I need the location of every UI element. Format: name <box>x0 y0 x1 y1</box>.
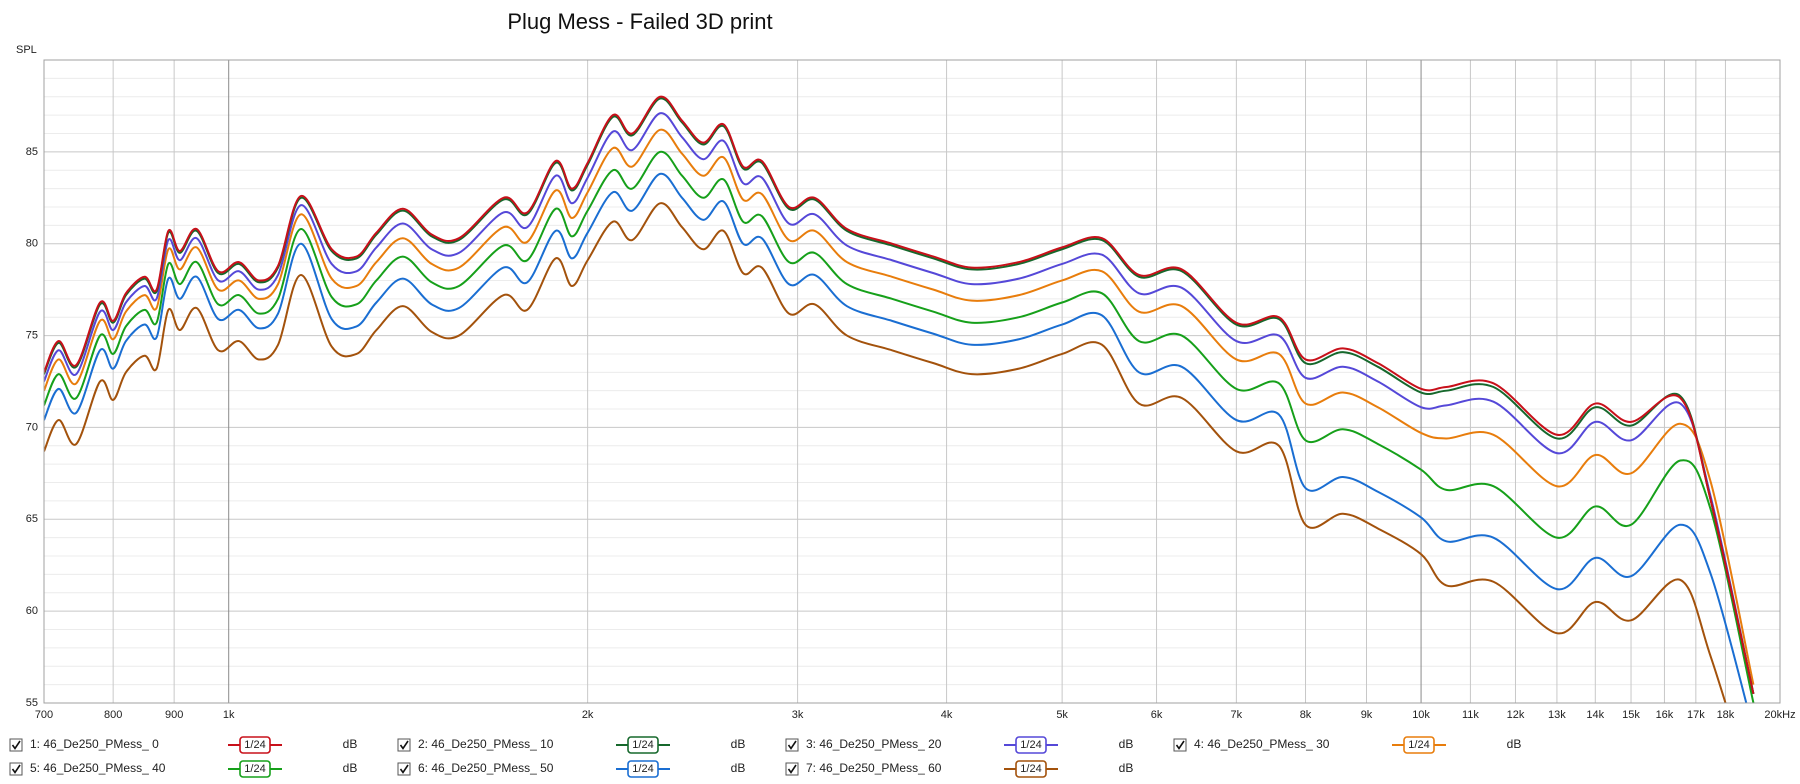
x-tick-label: 2k <box>582 709 594 721</box>
legend-item[interactable]: 7: 46_De250_PMess_ 60 1/24 dB <box>785 760 1134 778</box>
legend-smoothing: 1/24 <box>632 763 653 775</box>
x-tick-label: 8k <box>1300 709 1312 721</box>
legend-unit: dB <box>1119 737 1134 751</box>
x-tick-label: 20kHz <box>1764 709 1795 721</box>
legend-smoothing-badge[interactable] <box>627 760 659 778</box>
legend-check[interactable] <box>1175 740 1185 750</box>
y-tick-label: 65 <box>26 513 38 525</box>
series-line <box>44 150 1755 703</box>
x-tick-label: 4k <box>941 709 953 721</box>
legend-unit: dB <box>1507 737 1522 751</box>
x-tick-label: 14k <box>1586 709 1604 721</box>
series-line <box>44 202 1727 703</box>
x-tick-label: 800 <box>104 709 122 721</box>
legend-check[interactable] <box>11 764 21 774</box>
x-tick-label: 18k <box>1717 709 1735 721</box>
legend-label: 5: 46_De250_PMess_ 40 <box>30 761 166 775</box>
y-tick-label: 70 <box>26 421 38 433</box>
series-line <box>44 172 1748 703</box>
legend-smoothing: 1/24 <box>632 739 653 751</box>
series-line <box>44 112 1755 695</box>
legend-checkbox[interactable] <box>785 738 799 752</box>
x-tick-label: 13k <box>1548 709 1566 721</box>
legend-unit: dB <box>1119 761 1134 775</box>
legend-smoothing: 1/24 <box>244 739 265 751</box>
legend-item[interactable]: 2: 46_De250_PMess_ 10 1/24 dB <box>397 736 746 754</box>
legend-unit: dB <box>731 737 746 751</box>
legend-unit: dB <box>343 761 358 775</box>
x-tick-label: 16k <box>1656 709 1674 721</box>
legend-checkbox[interactable] <box>1173 738 1187 752</box>
legend-label: 7: 46_De250_PMess_ 60 <box>806 761 942 775</box>
plot-area <box>43 59 1781 704</box>
legend-item[interactable]: 3: 46_De250_PMess_ 20 1/24 dB <box>785 736 1134 754</box>
legend-smoothing: 1/24 <box>244 763 265 775</box>
legend-item[interactable]: 1: 46_De250_PMess_ 0 1/24 dB <box>9 736 358 754</box>
y-tick-label: 80 <box>26 238 38 250</box>
y-tick-label: 55 <box>26 697 38 709</box>
x-tick-label: 700 <box>35 709 53 721</box>
legend-check[interactable] <box>399 740 409 750</box>
y-axis-label: SPL <box>16 44 37 56</box>
legend-unit: dB <box>731 761 746 775</box>
series-line <box>44 97 1755 695</box>
x-tick-label: 10k <box>1412 709 1430 721</box>
x-tick-label: 17k <box>1687 709 1705 721</box>
legend-label: 2: 46_De250_PMess_ 10 <box>418 737 554 751</box>
legend-checkbox[interactable] <box>9 762 23 776</box>
series-line <box>44 128 1755 685</box>
legend-item[interactable]: 4: 46_De250_PMess_ 30 1/24 dB <box>1173 736 1522 754</box>
legend-item[interactable]: 5: 46_De250_PMess_ 40 1/24 dB <box>9 760 358 778</box>
x-tick-label: 5k <box>1056 709 1068 721</box>
series-line <box>44 95 1755 695</box>
legend-checkbox[interactable] <box>397 738 411 752</box>
legend-checkbox[interactable] <box>9 738 23 752</box>
legend-label: 6: 46_De250_PMess_ 50 <box>418 761 554 775</box>
legend-smoothing-badge[interactable] <box>1403 736 1435 754</box>
x-tick-label: 12k <box>1507 709 1525 721</box>
plot-area <box>43 59 1781 704</box>
x-tick-label: 3k <box>792 709 804 721</box>
legend-smoothing-badge[interactable] <box>1015 736 1047 754</box>
legend-label: 3: 46_De250_PMess_ 20 <box>806 737 942 751</box>
x-tick-label: 1k <box>223 709 235 721</box>
legend-smoothing: 1/24 <box>1020 763 1041 775</box>
x-tick-label: 15k <box>1622 709 1640 721</box>
legend-smoothing: 1/24 <box>1020 739 1041 751</box>
y-tick-label: 60 <box>26 605 38 617</box>
y-tick-label: 85 <box>26 146 38 158</box>
chart-title: Plug Mess - Failed 3D print <box>507 9 772 34</box>
legend-smoothing-badge[interactable] <box>239 760 271 778</box>
x-tick-label: 9k <box>1361 709 1373 721</box>
legend-smoothing-badge[interactable] <box>1015 760 1047 778</box>
legend-smoothing-badge[interactable] <box>627 736 659 754</box>
legend-unit: dB <box>343 737 358 751</box>
legend[interactable]: 1: 46_De250_PMess_ 0 1/24 dB 2: 46_De250_PM… <box>9 736 1522 778</box>
x-tick-label: 7k <box>1231 709 1243 721</box>
x-tick-label: 6k <box>1151 709 1163 721</box>
legend-check[interactable] <box>787 764 797 774</box>
x-tick-label: 11k <box>1462 709 1479 721</box>
legend-smoothing: 1/24 <box>1408 739 1429 751</box>
legend-label: 4: 46_De250_PMess_ 30 <box>1194 737 1330 751</box>
legend-check[interactable] <box>787 740 797 750</box>
legend-checkbox[interactable] <box>785 762 799 776</box>
legend-check[interactable] <box>399 764 409 774</box>
legend-item[interactable]: 6: 46_De250_PMess_ 50 1/24 dB <box>397 760 746 778</box>
curves <box>44 95 1755 703</box>
legend-check[interactable] <box>11 740 21 750</box>
legend-checkbox[interactable] <box>397 762 411 776</box>
y-tick-label: 75 <box>26 329 38 341</box>
x-tick-label: 900 <box>165 709 183 721</box>
legend-smoothing-badge[interactable] <box>239 736 271 754</box>
legend-label: 1: 46_De250_PMess_ 0 <box>30 737 159 751</box>
